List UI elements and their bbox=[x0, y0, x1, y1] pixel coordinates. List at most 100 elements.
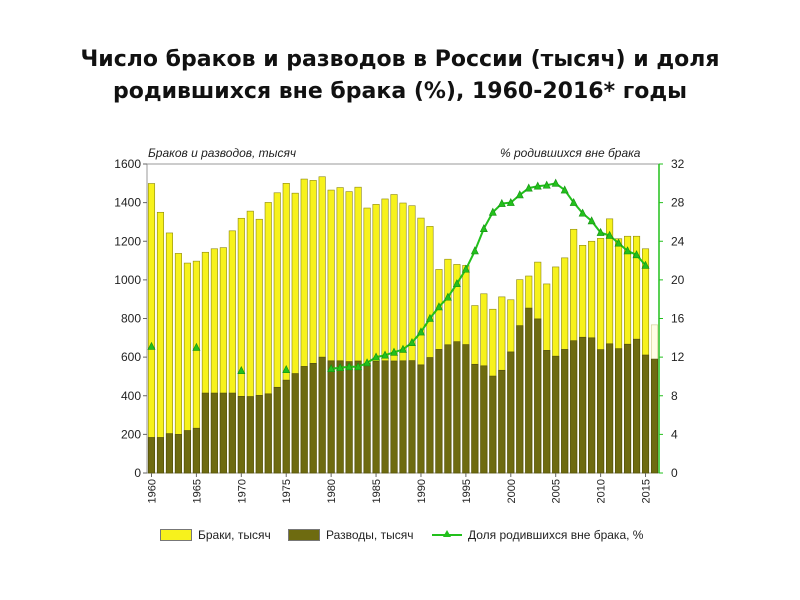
divorce-bar bbox=[336, 360, 344, 474]
marriage-bar bbox=[156, 211, 165, 474]
share-point bbox=[461, 264, 470, 273]
share-point bbox=[147, 341, 156, 350]
share-point bbox=[237, 365, 246, 374]
divorce-bar bbox=[264, 393, 272, 474]
divorce-bar bbox=[273, 386, 281, 474]
share-point bbox=[605, 230, 614, 239]
divorce-bar bbox=[543, 350, 551, 474]
share-point bbox=[542, 180, 551, 189]
divorce-bar bbox=[435, 349, 443, 474]
share-point bbox=[192, 342, 201, 351]
share-point bbox=[497, 198, 506, 207]
x-tick-label: 1980 bbox=[326, 479, 338, 503]
divorce-bar bbox=[597, 349, 605, 474]
right-tick-label: 12 bbox=[671, 350, 685, 364]
divorce-bar bbox=[525, 307, 533, 474]
divorce-bar bbox=[246, 396, 254, 474]
legend-share: Доля родившихся вне брака, % bbox=[432, 528, 643, 542]
divorce-bar bbox=[219, 392, 227, 474]
divorce-bar bbox=[444, 344, 452, 474]
divorce-bar bbox=[174, 434, 182, 474]
divorce-bar bbox=[381, 360, 389, 474]
left-axis-title: Браков и разводов, тысяч bbox=[148, 146, 297, 160]
share-point bbox=[641, 260, 650, 269]
legend-share-swatch bbox=[432, 530, 462, 540]
divorce-bar bbox=[606, 343, 614, 474]
share-point bbox=[282, 365, 291, 373]
chart-title-line-2: родившихся вне брака (%), 1960-2016* год… bbox=[112, 79, 688, 104]
legend-marriages: Браки, тысяч bbox=[160, 528, 271, 542]
share-point bbox=[372, 352, 381, 361]
divorce-bar bbox=[147, 437, 156, 474]
divorce-bar bbox=[650, 358, 659, 474]
right-tick-label: 32 bbox=[671, 157, 685, 171]
divorce-bar bbox=[633, 338, 641, 474]
legend-marriages-label: Браки, тысяч bbox=[198, 528, 271, 542]
share-point bbox=[363, 358, 372, 367]
divorce-bar bbox=[210, 392, 218, 474]
x-tick-label: 1985 bbox=[371, 479, 383, 503]
divorce-bar bbox=[588, 337, 596, 474]
share-point bbox=[479, 224, 488, 232]
share-point bbox=[416, 327, 425, 336]
divorce-bar bbox=[516, 325, 524, 474]
left-tick-label: 1000 bbox=[114, 273, 141, 287]
right-tick-label: 4 bbox=[671, 427, 678, 441]
x-tick-label: 1960 bbox=[146, 479, 158, 503]
divorce-bar bbox=[237, 396, 245, 474]
divorce-bar bbox=[570, 340, 578, 474]
divorce-bar bbox=[255, 395, 263, 474]
share-point bbox=[336, 363, 345, 372]
divorce-bar bbox=[399, 360, 407, 474]
x-tick-label: 2005 bbox=[551, 479, 563, 503]
right-tick-label: 20 bbox=[671, 273, 685, 287]
legend-divorces: Разводы, тысяч bbox=[288, 528, 413, 542]
share-point bbox=[354, 362, 363, 371]
right-tick-label: 0 bbox=[671, 466, 678, 480]
left-tick-label: 400 bbox=[121, 389, 141, 403]
divorce-bar bbox=[390, 360, 398, 474]
divorce-bar bbox=[471, 363, 479, 474]
divorce-bar bbox=[201, 392, 209, 474]
right-axis-title: % родившихся вне брака bbox=[500, 146, 641, 160]
chart-title-line-1: Число браков и разводов в России (тысяч)… bbox=[80, 47, 720, 72]
x-tick-label: 1970 bbox=[236, 479, 248, 503]
divorce-bar bbox=[426, 357, 434, 474]
share-point bbox=[488, 207, 497, 216]
share-point bbox=[443, 292, 452, 301]
divorce-bar bbox=[462, 344, 470, 474]
right-tick-label: 24 bbox=[671, 234, 685, 248]
right-tick-label: 28 bbox=[671, 196, 685, 210]
share-point bbox=[345, 362, 354, 371]
divorce-bar bbox=[615, 348, 623, 474]
legend-marriages-swatch bbox=[160, 529, 192, 541]
divorce-bar bbox=[417, 364, 425, 474]
x-tick-label: 1965 bbox=[191, 479, 203, 503]
divorce-bar bbox=[480, 365, 488, 474]
divorce-bar bbox=[552, 355, 560, 474]
divorce-bar bbox=[498, 369, 506, 474]
divorce-bar bbox=[624, 343, 632, 474]
left-tick-label: 0 bbox=[134, 466, 141, 480]
share-point bbox=[407, 337, 416, 346]
divorce-bar bbox=[183, 430, 191, 474]
left-tick-label: 600 bbox=[121, 350, 141, 364]
x-tick-label: 2015 bbox=[641, 479, 653, 503]
divorce-bar bbox=[354, 360, 362, 474]
share-point bbox=[632, 250, 641, 259]
divorce-bar bbox=[453, 341, 461, 474]
share-point bbox=[425, 313, 434, 322]
share-point bbox=[623, 246, 632, 255]
divorce-bar bbox=[228, 392, 236, 474]
x-tick-label: 2010 bbox=[596, 479, 608, 503]
divorce-bar bbox=[489, 375, 497, 474]
share-point bbox=[551, 178, 560, 187]
share-point bbox=[587, 216, 596, 225]
share-point bbox=[515, 190, 524, 199]
chart-title: Число браков и разводов в России (тысяч)… bbox=[0, 44, 800, 108]
x-tick-label: 1990 bbox=[416, 479, 428, 503]
divorce-bar bbox=[641, 354, 650, 474]
share-point bbox=[533, 181, 542, 190]
left-tick-label: 1200 bbox=[114, 234, 141, 248]
